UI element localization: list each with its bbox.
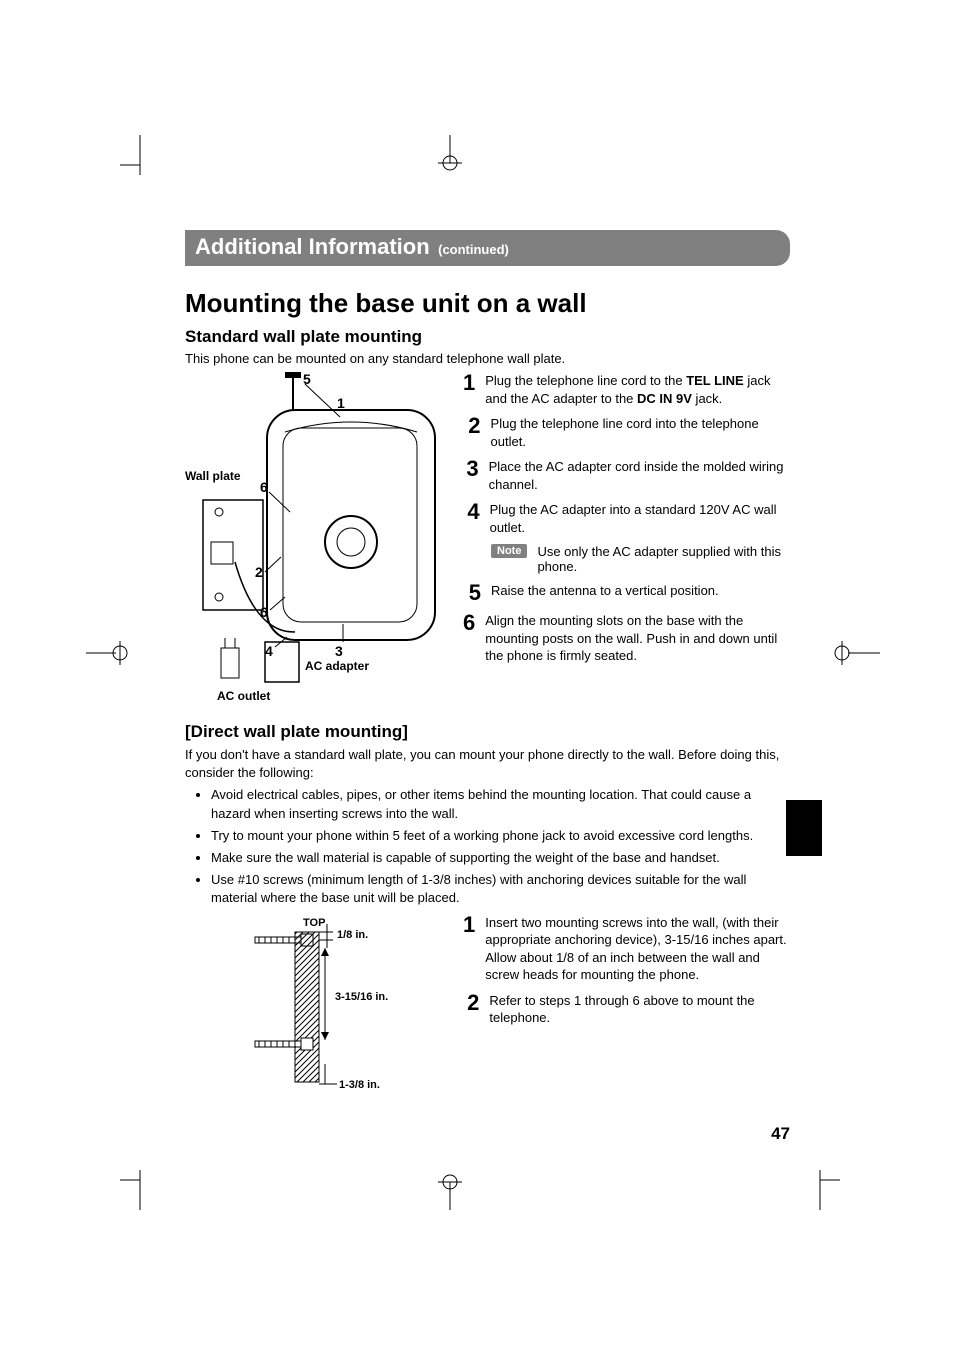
- svg-text:1: 1: [337, 395, 345, 411]
- crop-mark-tl: [120, 135, 160, 195]
- thumb-tab: [786, 800, 822, 856]
- note-badge: Note: [491, 544, 527, 558]
- crop-mark-bl: [120, 1150, 160, 1210]
- bullet-list: Avoid electrical cables, pipes, or other…: [211, 786, 790, 907]
- step-text: Plug the AC adapter into a standard 120V…: [490, 501, 790, 536]
- list-item: Try to mount your phone within 5 feet of…: [211, 827, 790, 845]
- svg-text:AC outlet: AC outlet: [217, 689, 270, 703]
- step-text: Insert two mounting screws into the wall…: [485, 914, 790, 984]
- svg-text:2: 2: [255, 564, 263, 580]
- svg-text:5: 5: [303, 372, 311, 387]
- crop-mark-br: [800, 1150, 840, 1210]
- crop-mark-left: [86, 633, 136, 673]
- svg-text:1-3/8 in.: 1-3/8 in.: [339, 1079, 380, 1091]
- crop-mark-top: [420, 135, 480, 175]
- page-content: Additional Information (continued) Mount…: [185, 230, 790, 1104]
- section-title: Additional Information: [195, 234, 430, 259]
- step-text: Align the mounting slots on the base wit…: [485, 612, 790, 665]
- svg-text:TOP: TOP: [303, 917, 325, 929]
- list-item: Avoid electrical cables, pipes, or other…: [211, 786, 790, 822]
- crop-mark-bottom: [420, 1170, 480, 1210]
- step-text: Raise the antenna to a vertical position…: [491, 582, 719, 604]
- svg-text:6: 6: [260, 479, 268, 495]
- figure-base-unit: 5 1 6 2 6 4 3 Wall plate AC adapter AC o…: [185, 372, 445, 712]
- page-title: Mounting the base unit on a wall: [185, 288, 790, 319]
- svg-text:3: 3: [335, 643, 343, 659]
- step-item: 2Plug the telephone line cord into the t…: [463, 415, 790, 450]
- figure-screw-template: TOP 1/8 in.: [185, 914, 445, 1104]
- steps-list-2: 1Insert two mounting screws into the wal…: [463, 914, 790, 1104]
- intro-text-1: This phone can be mounted on any standar…: [185, 351, 790, 366]
- step-text: Place the AC adapter cord inside the mol…: [489, 458, 790, 493]
- list-item: Use #10 screws (minimum length of 1-3/8 …: [211, 871, 790, 907]
- step-text: Plug the telephone line cord to the TEL …: [485, 372, 790, 407]
- step-text: Refer to steps 1 through 6 above to moun…: [489, 992, 790, 1027]
- step-item: 3Place the AC adapter cord inside the mo…: [463, 458, 790, 493]
- svg-text:1/8 in.: 1/8 in.: [337, 929, 368, 941]
- note-row: Note Use only the AC adapter supplied wi…: [491, 544, 790, 574]
- step-item: 1 Plug the telephone line cord to the TE…: [463, 372, 790, 407]
- svg-text:4: 4: [265, 643, 273, 659]
- steps-list-1: 1 Plug the telephone line cord to the TE…: [463, 372, 790, 712]
- subheading-standard: Standard wall plate mounting: [185, 327, 790, 347]
- step-text: Plug the telephone line cord into the te…: [491, 415, 790, 450]
- step-item: 5Raise the antenna to a vertical positio…: [463, 582, 790, 604]
- svg-text:AC adapter: AC adapter: [305, 659, 369, 673]
- list-item: Make sure the wall material is capable o…: [211, 849, 790, 867]
- section-continued: (continued): [438, 242, 509, 257]
- step-item: 2Refer to steps 1 through 6 above to mou…: [463, 992, 790, 1027]
- step-item: 4Plug the AC adapter into a standard 120…: [463, 501, 790, 536]
- note-text: Use only the AC adapter supplied with th…: [537, 544, 790, 574]
- step-item: 6Align the mounting slots on the base wi…: [463, 612, 790, 665]
- step-item: 1Insert two mounting screws into the wal…: [463, 914, 790, 984]
- svg-text:Wall plate: Wall plate: [185, 469, 241, 483]
- svg-text:3-15/16 in.: 3-15/16 in.: [335, 991, 388, 1003]
- svg-text:6: 6: [260, 604, 268, 620]
- page-number: 47: [771, 1124, 790, 1144]
- section-header: Additional Information (continued): [185, 230, 790, 266]
- crop-mark-right: [830, 633, 880, 673]
- intro-text-2: If you don't have a standard wall plate,…: [185, 746, 790, 782]
- subheading-direct: [Direct wall plate mounting]: [185, 722, 790, 742]
